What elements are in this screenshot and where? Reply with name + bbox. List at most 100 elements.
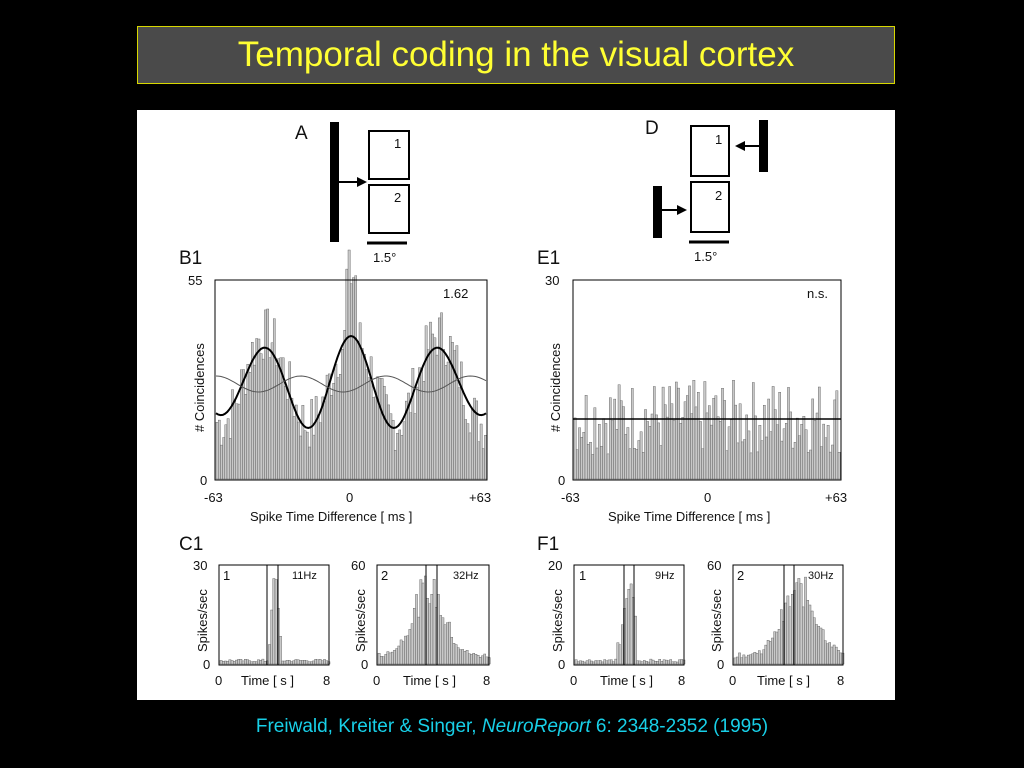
panel-c1-cell1-bar bbox=[305, 660, 309, 665]
panel-c1-cell1-bar bbox=[263, 661, 267, 665]
panel-e1-bar bbox=[670, 403, 674, 480]
panel-f1-cell2-bar bbox=[749, 654, 752, 665]
panel-b1-bar bbox=[244, 394, 247, 480]
panel-f1-cell2-histogram bbox=[733, 576, 845, 665]
panel-f1-cell1-bar bbox=[654, 661, 657, 665]
panel-b1-xtick-left: -63 bbox=[204, 490, 223, 505]
panel-f1-cell2-bar bbox=[795, 582, 798, 665]
panel-c1-cell1-bar bbox=[301, 660, 304, 665]
panel-f1-cell1-bar bbox=[678, 659, 681, 665]
panel-e1-bar bbox=[613, 398, 617, 480]
panel-f1-cell1-bar bbox=[667, 660, 670, 665]
panel-f1-cell2-ytick-bottom: 0 bbox=[717, 657, 724, 672]
panel-b1-bar bbox=[475, 400, 479, 480]
panel-e1-bar bbox=[811, 398, 814, 480]
panel-e1-bar bbox=[655, 414, 658, 480]
panel-c1-cell2-bar bbox=[459, 649, 462, 665]
panel-e1-ytick-top: 30 bbox=[545, 273, 559, 288]
panel-b1-bar bbox=[468, 432, 472, 480]
panel-e1-bar bbox=[787, 387, 790, 480]
panel-e1-bar bbox=[578, 427, 581, 480]
panel-f1-cell1-bar bbox=[669, 659, 672, 665]
panel-e1-bar bbox=[747, 430, 751, 480]
panel-f1-cell1-xtick-right: 8 bbox=[678, 673, 685, 688]
panel-f1-cell1-bar bbox=[640, 661, 644, 665]
panel-b1-bar bbox=[416, 386, 419, 480]
panel-e1-bar bbox=[679, 423, 682, 480]
panel-b1-bar bbox=[422, 381, 426, 480]
panel-b1-bar bbox=[409, 412, 413, 480]
panel-e1-frame bbox=[572, 279, 842, 481]
panel-f1-cell1-bar bbox=[629, 583, 633, 665]
panel-e1-bar bbox=[809, 449, 812, 480]
panel-f1-cell1-bar bbox=[625, 598, 629, 665]
panel-e1-bar bbox=[635, 449, 639, 480]
panel-e1-bar bbox=[633, 448, 636, 480]
panel-d-stimulus: D 1 2 1.5° bbox=[645, 118, 768, 264]
panel-c1-cell2-bar bbox=[419, 579, 423, 665]
panel-f1-cell1-bar bbox=[665, 659, 668, 665]
panel-e1-bar bbox=[745, 414, 748, 480]
panel-e1-bar bbox=[727, 426, 731, 480]
panel-c1-cell1-bar bbox=[318, 659, 322, 665]
panel-c1-cell1-rate: 11Hz bbox=[292, 570, 317, 582]
panel-b1-bar bbox=[303, 430, 307, 480]
panel-e1-bar bbox=[584, 395, 588, 480]
panel-f1-cell1-bar bbox=[649, 658, 653, 665]
panel-b1-bar bbox=[319, 422, 322, 480]
panel-b1-bar bbox=[365, 369, 369, 480]
panel-c1-cell1-bar bbox=[325, 660, 329, 665]
panel-f1-cell1-bar bbox=[583, 661, 587, 665]
panel-e1-bar bbox=[628, 448, 632, 480]
panel-f1-cell1-bar bbox=[610, 659, 613, 665]
panel-e1-xtick-mid: 0 bbox=[704, 490, 711, 505]
panel-c1-cell2-bar bbox=[377, 653, 381, 665]
panel-c1-cell1-bar bbox=[298, 660, 302, 665]
panel-f1-cell1-bar bbox=[662, 659, 666, 665]
panel-e1-bar bbox=[754, 415, 757, 480]
panel-c1-cell1-bar bbox=[292, 660, 296, 665]
panel-b1-bar bbox=[400, 435, 404, 480]
panel-d-receptive-field-2 bbox=[690, 181, 730, 233]
panel-e1-bar bbox=[780, 440, 784, 480]
panel-d-label: D bbox=[645, 118, 659, 139]
panel-d-box2-label: 2 bbox=[715, 188, 722, 203]
panel-f1-cell2-bar bbox=[791, 594, 794, 665]
panel-e1-ylabel: # Coincidences bbox=[548, 343, 563, 432]
panel-b1-bar bbox=[323, 401, 327, 480]
panel-c1-cell1-bar bbox=[237, 659, 240, 665]
panel-f1-cell1-ytick-bottom: 0 bbox=[558, 657, 565, 672]
panel-e1-bar bbox=[824, 437, 828, 480]
panel-c1-cell2-bar bbox=[472, 653, 476, 665]
panel-b1-bar bbox=[257, 338, 261, 480]
panel-e1-bar bbox=[683, 401, 687, 480]
panel-c1-cell2-bar bbox=[417, 616, 421, 665]
panel-f1-cell2-bar bbox=[777, 629, 781, 665]
panel-b1-bar bbox=[345, 268, 349, 480]
panel-c1-cell2-bar bbox=[393, 650, 396, 665]
panel-c1-cell1-bar bbox=[261, 658, 265, 665]
panel-b1-bar bbox=[297, 421, 300, 480]
panel-b1-xtick-right: +63 bbox=[469, 490, 491, 505]
panel-c1-cell2-bar bbox=[450, 637, 454, 665]
panel-b1-bar bbox=[424, 325, 428, 480]
panel-e1-bar bbox=[609, 397, 612, 480]
panel-c1-cell1-bar bbox=[285, 660, 289, 665]
panel-f1-cell2-number: 2 bbox=[737, 568, 744, 583]
caption-citation: 6: 2348-2352 (1995) bbox=[590, 716, 769, 737]
panel-c1-cell1-bar bbox=[274, 579, 278, 665]
panel-e1-bar bbox=[714, 395, 718, 480]
panel-e1-bar bbox=[815, 412, 819, 480]
panel-e1-bar bbox=[800, 424, 803, 480]
panel-f1-cell2-bar bbox=[773, 631, 776, 665]
panel-f1-cell2-bar bbox=[806, 600, 809, 665]
panel-e1-bar bbox=[782, 428, 786, 480]
panel-b1-bar bbox=[378, 378, 382, 480]
panel-e1-bar bbox=[576, 449, 579, 480]
panel-e1-bar bbox=[765, 436, 768, 480]
panel-e1-bar bbox=[743, 439, 746, 480]
panel-f1-cell1-bar bbox=[680, 659, 683, 665]
panel-c1-cell2-xtick-right: 8 bbox=[483, 673, 490, 688]
panel-f1-cell1-bar bbox=[676, 661, 679, 665]
panel-f1-cell2-ytick-top: 60 bbox=[707, 558, 721, 573]
